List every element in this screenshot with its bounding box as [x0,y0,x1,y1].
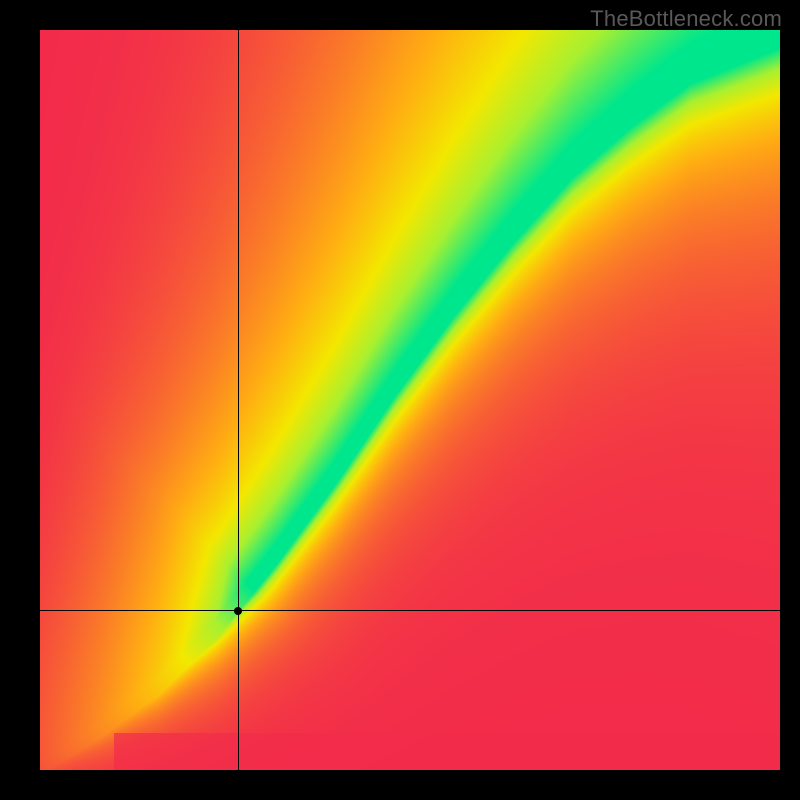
heatmap-plot [40,30,780,770]
watermark-text: TheBottleneck.com [590,6,782,32]
crosshair-horizontal [40,610,780,611]
heatmap-canvas [40,30,780,770]
crosshair-marker [234,607,242,615]
crosshair-vertical [238,30,239,770]
chart-container: TheBottleneck.com [0,0,800,800]
